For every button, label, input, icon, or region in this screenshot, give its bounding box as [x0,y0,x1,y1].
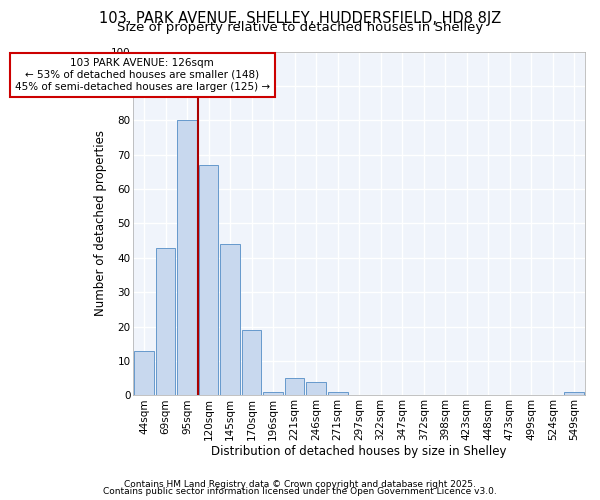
Bar [220,244,240,396]
Bar [263,392,283,396]
Bar [134,350,154,396]
Text: Contains HM Land Registry data © Crown copyright and database right 2025.: Contains HM Land Registry data © Crown c… [124,480,476,489]
Y-axis label: Number of detached properties: Number of detached properties [94,130,107,316]
Bar [328,392,347,396]
Bar [306,382,326,396]
Text: 103, PARK AVENUE, SHELLEY, HUDDERSFIELD, HD8 8JZ: 103, PARK AVENUE, SHELLEY, HUDDERSFIELD,… [99,11,501,26]
Text: Size of property relative to detached houses in Shelley: Size of property relative to detached ho… [117,22,483,35]
Text: 103 PARK AVENUE: 126sqm
← 53% of detached houses are smaller (148)
45% of semi-d: 103 PARK AVENUE: 126sqm ← 53% of detache… [15,58,270,92]
Bar [199,165,218,396]
Bar [242,330,262,396]
Text: Contains public sector information licensed under the Open Government Licence v3: Contains public sector information licen… [103,487,497,496]
Bar [155,248,175,396]
Bar [565,392,584,396]
Bar [285,378,304,396]
X-axis label: Distribution of detached houses by size in Shelley: Distribution of detached houses by size … [211,444,507,458]
Bar [177,120,197,396]
